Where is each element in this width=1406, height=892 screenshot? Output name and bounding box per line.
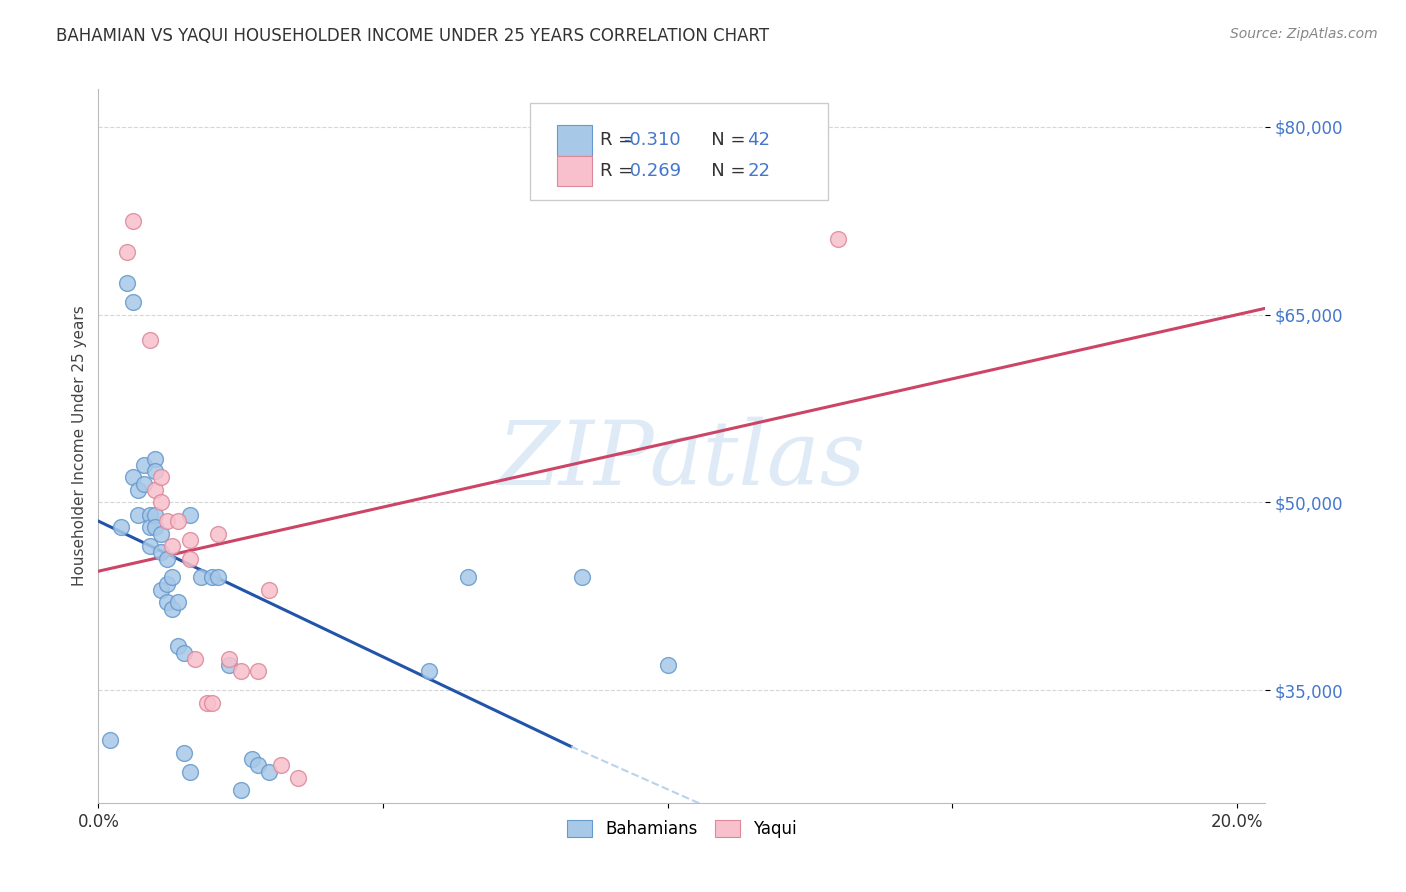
Text: Source: ZipAtlas.com: Source: ZipAtlas.com [1230, 27, 1378, 41]
Point [156, 576, 179, 591]
Point [143, 451, 166, 466]
Point [827, 232, 849, 246]
Point [246, 665, 269, 679]
Text: R =: R = [600, 131, 640, 149]
Point [156, 514, 179, 528]
Point [190, 570, 212, 584]
Point [138, 520, 160, 534]
Point [150, 470, 173, 484]
Point [143, 464, 166, 478]
Point [287, 771, 309, 785]
Text: ZIPatlas: ZIPatlas [498, 417, 866, 504]
Point [143, 483, 166, 497]
Y-axis label: Householder Income Under 25 years: Householder Income Under 25 years [72, 306, 87, 586]
Point [121, 213, 143, 227]
Point [162, 601, 184, 615]
Point [179, 551, 201, 566]
Point [138, 539, 160, 553]
Point [115, 244, 138, 259]
Point [229, 665, 252, 679]
Point [246, 758, 269, 772]
Point [150, 495, 173, 509]
Text: N =: N = [693, 131, 751, 149]
Point [195, 696, 218, 710]
Point [207, 570, 229, 584]
Point [179, 533, 201, 547]
Point [156, 595, 179, 609]
Point [143, 508, 166, 522]
FancyBboxPatch shape [557, 155, 592, 186]
Point [167, 514, 190, 528]
Point [167, 640, 190, 654]
Point [173, 646, 195, 660]
Point [179, 764, 201, 779]
Point [127, 508, 149, 522]
Point [240, 752, 263, 766]
Point [156, 551, 179, 566]
FancyBboxPatch shape [530, 103, 828, 200]
Text: BAHAMIAN VS YAQUI HOUSEHOLDER INCOME UNDER 25 YEARS CORRELATION CHART: BAHAMIAN VS YAQUI HOUSEHOLDER INCOME UND… [56, 27, 769, 45]
Point [150, 526, 173, 541]
Point [167, 595, 190, 609]
Point [132, 458, 155, 472]
Text: N =: N = [693, 162, 751, 180]
Point [143, 520, 166, 534]
Point [110, 520, 132, 534]
FancyBboxPatch shape [557, 125, 592, 155]
Point [201, 570, 224, 584]
Text: R =: R = [600, 162, 640, 180]
Legend: Bahamians, Yaqui: Bahamians, Yaqui [561, 813, 803, 845]
Point [138, 333, 160, 347]
Text: 0.269: 0.269 [624, 162, 681, 180]
Point [457, 570, 479, 584]
Text: -0.310: -0.310 [624, 131, 681, 149]
Point [121, 295, 143, 310]
Point [162, 570, 184, 584]
Point [257, 582, 280, 597]
Point [138, 508, 160, 522]
Point [127, 483, 149, 497]
Point [270, 758, 292, 772]
Point [257, 764, 280, 779]
Point [418, 665, 440, 679]
Point [571, 570, 593, 584]
Point [179, 508, 201, 522]
Point [162, 539, 184, 553]
Point [657, 658, 679, 673]
Point [150, 545, 173, 559]
Point [132, 476, 155, 491]
Point [173, 746, 195, 760]
Point [201, 696, 224, 710]
Point [229, 783, 252, 797]
Point [207, 526, 229, 541]
Point [218, 658, 240, 673]
Text: 42: 42 [747, 131, 770, 149]
Text: 22: 22 [747, 162, 770, 180]
Point [121, 470, 143, 484]
Point [184, 652, 207, 666]
Point [98, 733, 121, 747]
Point [150, 582, 173, 597]
Point [218, 652, 240, 666]
Point [115, 277, 138, 291]
